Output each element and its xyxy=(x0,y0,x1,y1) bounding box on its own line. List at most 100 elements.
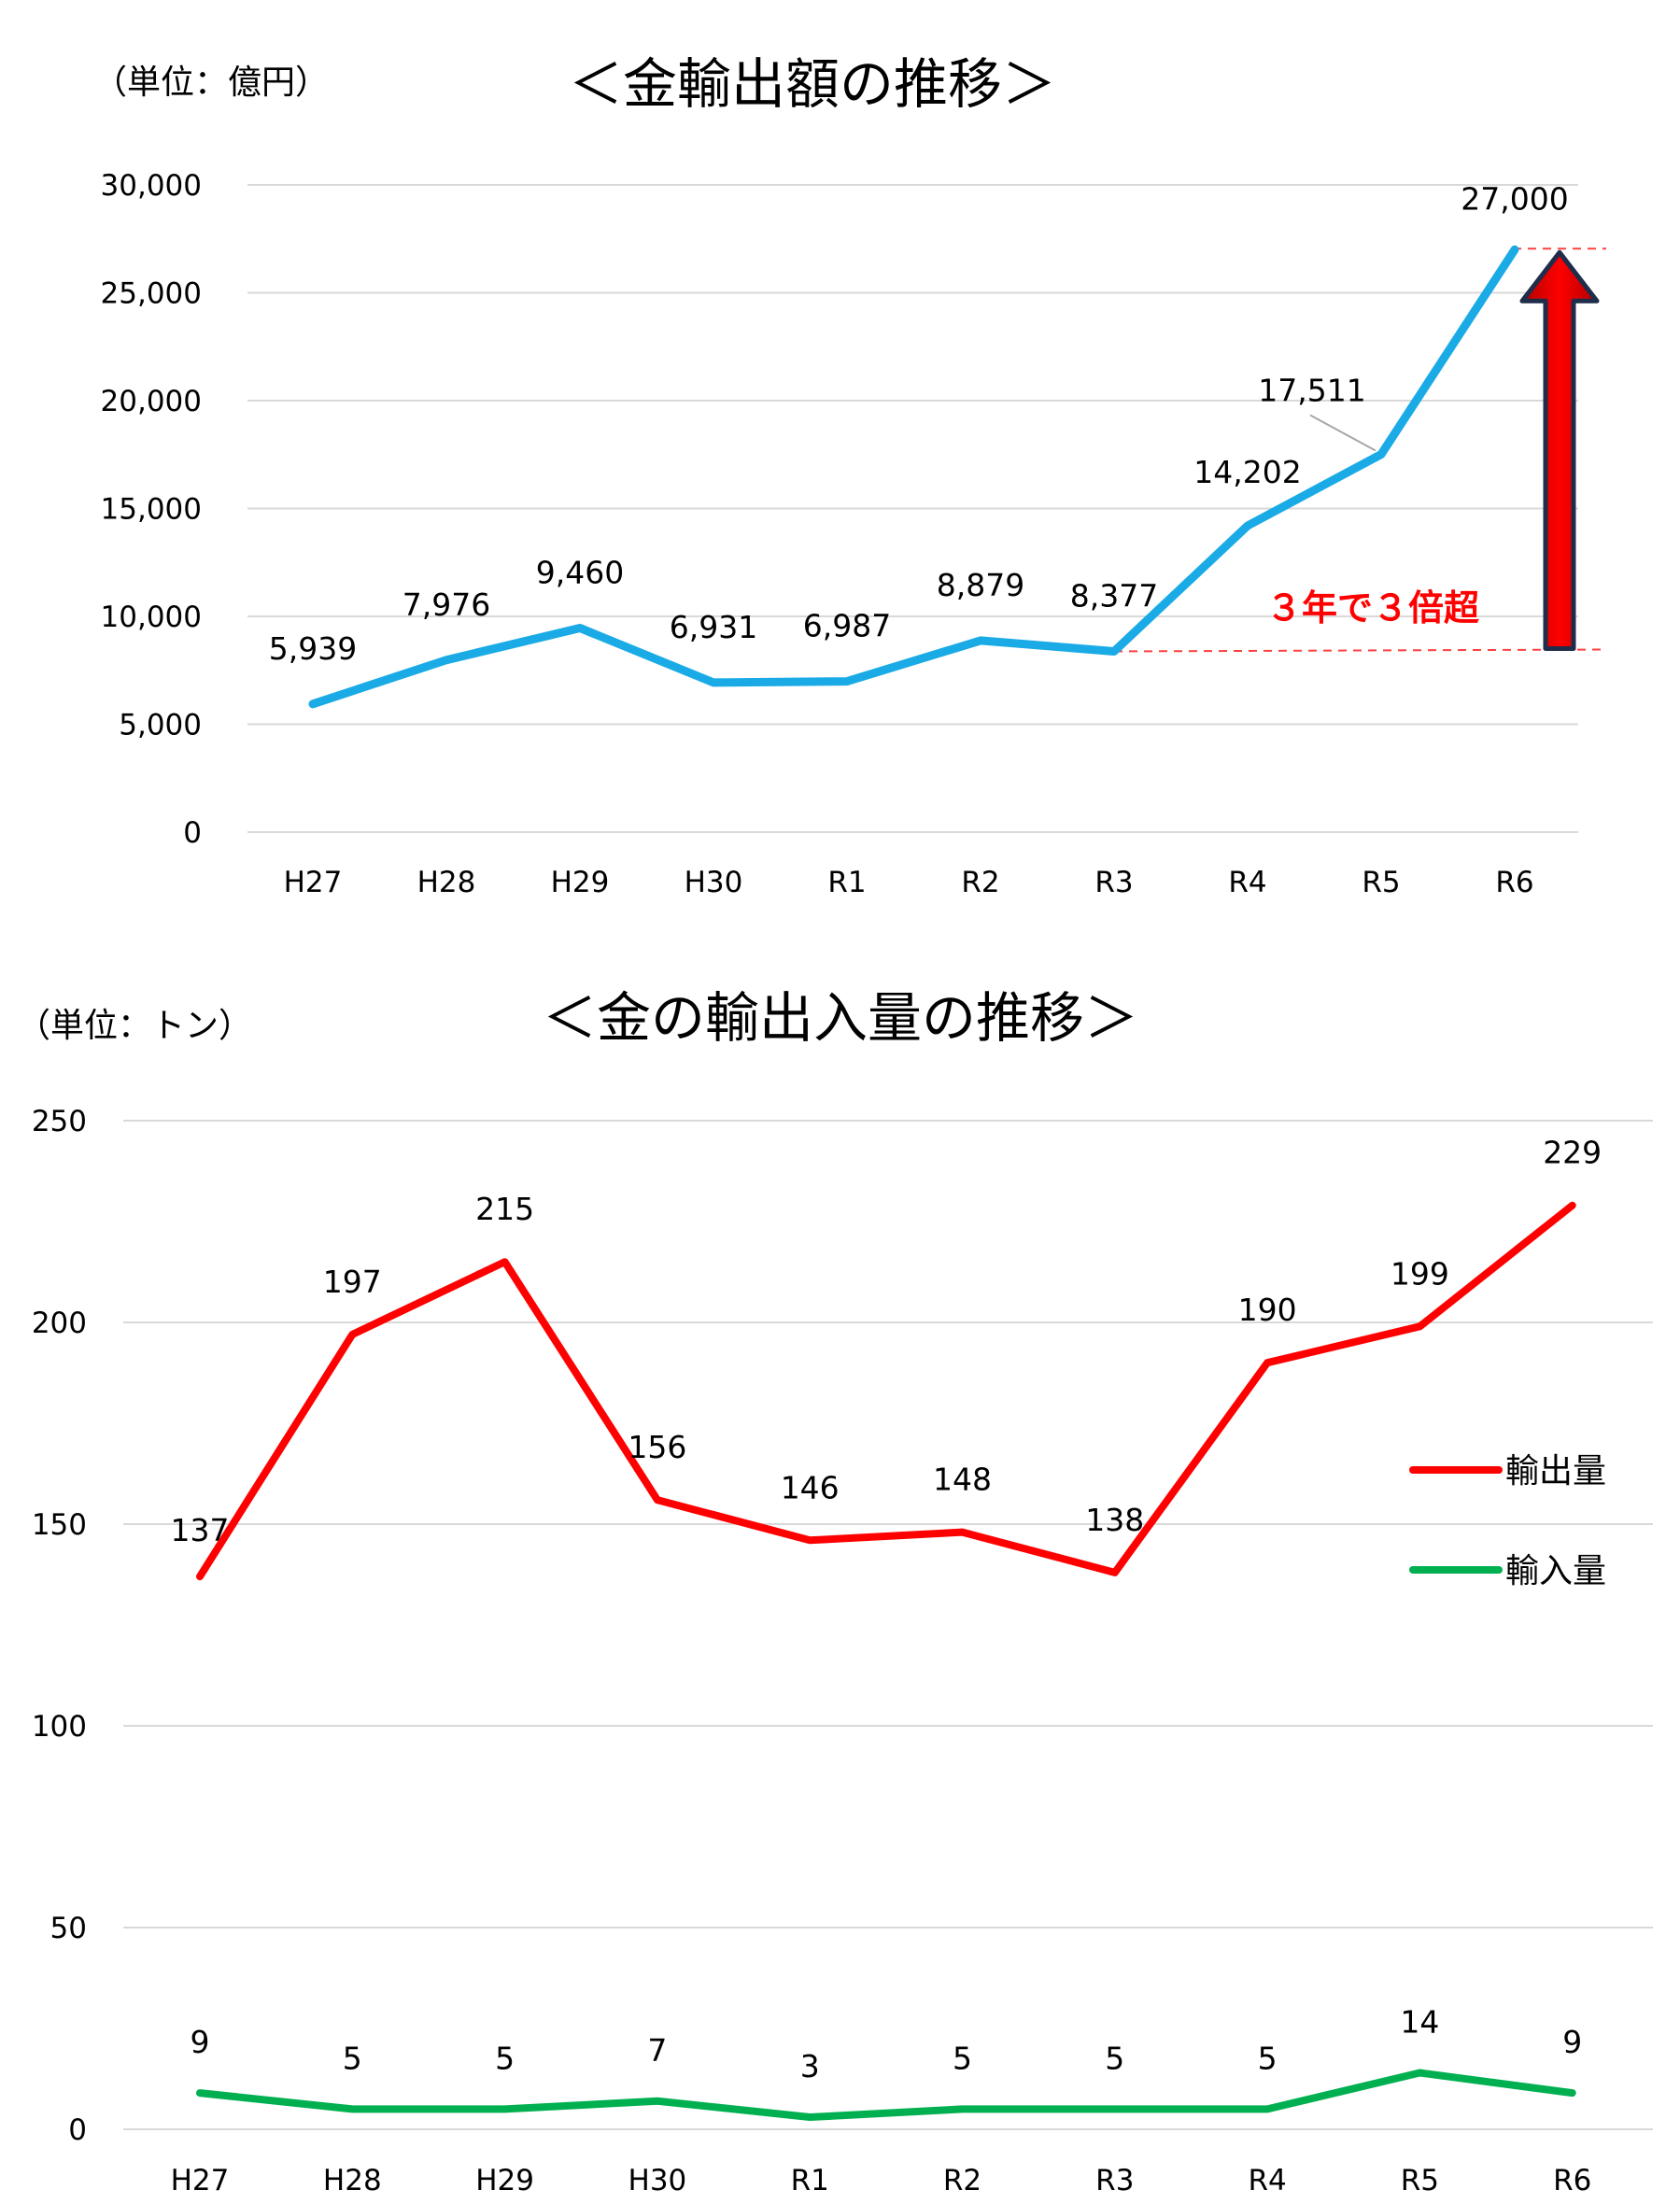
chart2-data-label: 190 xyxy=(1238,1292,1297,1328)
chart2-data-label: 9 xyxy=(1562,2024,1582,2060)
chart2-title: ＜金の輸出入量の推移＞ xyxy=(543,986,1138,1050)
chart2-x-tick: R3 xyxy=(1095,2164,1134,2197)
chart2-data-label: 7 xyxy=(647,2032,667,2069)
chart2-data-point xyxy=(1266,2108,1269,2111)
chart1-data-label: 7,976 xyxy=(402,586,490,623)
chart1-data-label: 6,987 xyxy=(803,608,891,644)
chart1-data-point xyxy=(980,639,981,642)
chart1-data-point xyxy=(1247,524,1249,527)
chart1-unit-label: （単位：億円） xyxy=(93,64,329,102)
chart2-y-tick: 0 xyxy=(68,2113,87,2147)
chart1-y-tick: 25,000 xyxy=(101,277,202,311)
chart2-data-label: 215 xyxy=(475,1191,534,1227)
chart2-y-tick: 100 xyxy=(32,1710,87,1744)
chart2-data-label: 137 xyxy=(171,1512,230,1548)
chart1-series-line xyxy=(308,245,1519,709)
chart1-data-point xyxy=(1113,650,1115,653)
chart2-data-point xyxy=(1419,1325,1421,1328)
chart2-data-point xyxy=(656,2099,658,2102)
chart2-x-tick: H27 xyxy=(171,2164,230,2197)
chart2-data-label: 146 xyxy=(781,1469,840,1505)
chart2-data-point xyxy=(1113,1571,1116,1574)
chart2-legend: 輸出量 輸入量 xyxy=(1409,1452,1606,1590)
chart1-data-point xyxy=(579,627,581,629)
chart1-data-label: 8,377 xyxy=(1070,577,1158,614)
chart2-data-label: 197 xyxy=(323,1264,382,1300)
chart1-data-label: 5,939 xyxy=(269,630,357,667)
chart2-data-label: 3 xyxy=(800,2048,820,2084)
chart2-y-tick: 150 xyxy=(32,1508,87,1542)
chart1-x-tick: R6 xyxy=(1495,866,1533,899)
chart2-y-tick: 200 xyxy=(32,1307,87,1340)
chart1-data-label: 17,511 xyxy=(1258,372,1365,408)
chart2-data-point xyxy=(351,1333,354,1335)
chart2-data-point xyxy=(503,1261,506,1264)
chart2-unit-label: （単位：トン） xyxy=(17,1007,252,1045)
chart2-data-label: 5 xyxy=(1105,2040,1124,2076)
chart2-data-label: 5 xyxy=(953,2040,972,2076)
chart1-data-point xyxy=(312,702,314,705)
chart1-x-tick: R1 xyxy=(827,866,866,899)
chart1-x-tick: H28 xyxy=(417,866,476,899)
chart1-title: ＜金輸出額の推移＞ xyxy=(569,52,1056,116)
chart2-data-point xyxy=(503,2108,506,2111)
chart1-y-tick: 20,000 xyxy=(101,385,202,418)
chart2-data-label: 14 xyxy=(1400,2004,1439,2041)
chart2-data-point xyxy=(809,1539,812,1542)
chart2-data-point xyxy=(199,1575,201,1578)
chart1-y-tick: 30,000 xyxy=(101,169,202,203)
chart2-data-point xyxy=(961,2108,964,2111)
chart2-x-tick: R4 xyxy=(1248,2164,1286,2197)
chart1-y-tick: 0 xyxy=(183,816,202,850)
chart1-x-tick: H27 xyxy=(284,866,343,899)
chart1-annotation: ３年で３倍超 xyxy=(1266,587,1480,629)
chart2-data-label: 5 xyxy=(1258,2040,1278,2076)
chart2-data-point xyxy=(961,1531,964,1533)
chart1-data-point xyxy=(846,680,848,683)
chart2-data-point xyxy=(1266,1362,1269,1364)
chart1-y-tick: 5,000 xyxy=(119,709,202,742)
chart2-data-point xyxy=(1113,2108,1116,2111)
chart2-data-label: 229 xyxy=(1543,1135,1602,1171)
chart2-data-label: 5 xyxy=(495,2040,515,2076)
chart2-data-point xyxy=(1571,1204,1574,1207)
chart1-data-point xyxy=(1380,453,1382,456)
chart2-data-point xyxy=(809,2116,812,2119)
legend-import-label: 輸入量 xyxy=(1505,1552,1606,1590)
chart1-x-tick: H29 xyxy=(551,866,610,899)
chart2-y-tick: 50 xyxy=(50,1912,87,1945)
chart1-data-label: 27,000 xyxy=(1461,180,1568,217)
chart2-x-tick: R6 xyxy=(1553,2164,1591,2197)
chart2-x-tick: H30 xyxy=(628,2164,687,2197)
chart2-data-label: 9 xyxy=(191,2024,210,2060)
chart1-data-point xyxy=(713,681,714,684)
chart2-data-label: 148 xyxy=(933,1462,992,1498)
chart2-data-label: 5 xyxy=(343,2040,362,2076)
chart2-x-tick: R2 xyxy=(943,2164,981,2197)
chart2-data-point xyxy=(1419,2071,1421,2074)
chart2-x-tick: H28 xyxy=(323,2164,382,2197)
chart1-guide-low xyxy=(1113,648,1607,653)
chart2-x-tick: H29 xyxy=(475,2164,534,2197)
chart2-data-point xyxy=(656,1499,658,1502)
chart2-x-tick: R5 xyxy=(1401,2164,1439,2197)
legend-export-label: 輸出量 xyxy=(1505,1452,1606,1491)
chart2-data-label: 199 xyxy=(1391,1255,1449,1292)
chart1-y-tick: 15,000 xyxy=(101,493,202,527)
chart1-growth-arrow xyxy=(1519,249,1600,651)
chart1-x-tick: R3 xyxy=(1094,866,1133,899)
chart2-data-point xyxy=(199,2092,201,2095)
chart1-x-tick: R2 xyxy=(961,866,999,899)
chart1-y-tick: 10,000 xyxy=(101,600,202,634)
chart1-x-tick: H30 xyxy=(685,866,743,899)
chart1-data-label: 14,202 xyxy=(1193,454,1301,490)
chart1-x-tick: R5 xyxy=(1362,866,1400,899)
chart1-data-point xyxy=(445,658,447,661)
chart2-data-label: 156 xyxy=(628,1429,686,1465)
chart2-series-line-import xyxy=(196,2069,1576,2122)
chart2-data-label: 138 xyxy=(1085,1502,1144,1538)
chart2-y-tick: 250 xyxy=(32,1105,87,1138)
chart2-data-point xyxy=(1571,2092,1574,2095)
chart2-x-tick: R1 xyxy=(791,2164,829,2197)
